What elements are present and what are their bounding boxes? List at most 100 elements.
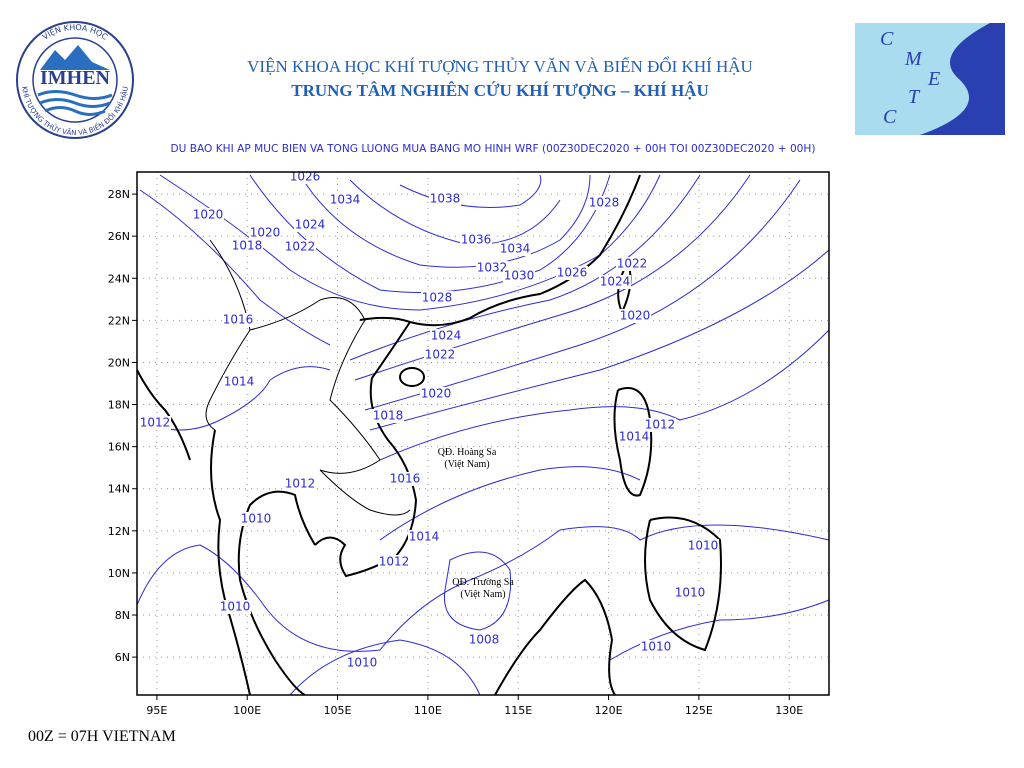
logo-shape [920, 23, 1005, 135]
header-line2: TRUNG TÂM NGHIÊN CỨU KHÍ TƯỢNG – KHÍ HẬU [291, 81, 708, 100]
contour-label: 1010 [220, 600, 251, 614]
contour-label: 1024 [600, 275, 631, 289]
contour-label: 1016 [390, 472, 421, 486]
contour-label: 1022 [617, 257, 648, 271]
contour-label-bg [556, 266, 588, 280]
isobar [159, 174, 661, 311]
contour-label-bg [240, 512, 272, 526]
contour-label-bg [599, 275, 631, 289]
coast-hainan [399, 367, 425, 387]
contour-label-bg [421, 291, 453, 305]
x-tick-label: 105E [324, 704, 352, 717]
coast-borneo [494, 578, 616, 696]
contour-label: 1034 [330, 193, 361, 207]
contour-label: 1032 [477, 261, 508, 275]
contour-label-bg [139, 416, 171, 430]
y-tick-label: 12N [108, 525, 130, 538]
contour-label-bg [424, 348, 456, 362]
logo-letter: C [883, 106, 897, 128]
contour-label-bg [476, 261, 508, 275]
contour-label: 1012 [645, 418, 676, 432]
contour-label-bg [219, 600, 251, 614]
x-tick-label: 125E [685, 704, 713, 717]
contour-label: 1014 [409, 530, 440, 544]
contour-label-bg [408, 530, 440, 544]
contour-label: 1014 [619, 430, 650, 444]
isobar [354, 174, 751, 381]
logo-letter: T [908, 86, 921, 108]
border [205, 239, 251, 431]
place-label: QĐ. Trường Sa [452, 577, 514, 588]
contour-label-bg [372, 409, 404, 423]
y-tick-label: 14N [108, 483, 130, 496]
contour-label-bg [249, 226, 281, 240]
contour-label: 1018 [232, 239, 263, 253]
contour-label-bg [284, 477, 316, 491]
coast-bay-bengal [136, 369, 191, 461]
contour-label-bg [499, 242, 531, 256]
isobar [349, 174, 701, 361]
x-tick-label: 130E [775, 704, 803, 717]
contour-label-bg [378, 555, 410, 569]
contour-label-bg [616, 257, 648, 271]
contour-label: 1010 [347, 656, 378, 670]
y-tick-label: 28N [108, 188, 130, 201]
contour-label-bg [588, 196, 620, 210]
contour-label-bg [687, 539, 719, 553]
contour-label-bg [389, 472, 421, 486]
isobar [136, 524, 830, 652]
logo-letter: C [880, 28, 894, 50]
contour-label: 1034 [500, 242, 531, 256]
y-tick-label: 18N [108, 399, 130, 412]
isobar [443, 551, 512, 631]
contour-label: 1020 [250, 226, 281, 240]
header-line1: VIỆN KHOA HỌC KHÍ TƯỢNG THỦY VĂN VÀ BIẾN… [247, 56, 753, 76]
y-tick-label: 10N [108, 567, 130, 580]
logo-letter: E [927, 68, 940, 90]
contour-label-bg [430, 329, 462, 343]
contour-label: 1016 [223, 313, 254, 327]
x-tick-label: 115E [504, 704, 532, 717]
x-tick-label: 120E [595, 704, 623, 717]
y-tick-label: 22N [108, 314, 130, 327]
contour-label: 1038 [430, 192, 461, 206]
contour-label: 1030 [504, 269, 535, 283]
coast-thailand-malaya [237, 490, 316, 696]
contour-label: 1024 [431, 329, 462, 343]
contour-label-bg [420, 387, 452, 401]
x-tick-label: 95E [146, 704, 167, 717]
contour-label-bg [674, 586, 706, 600]
contour-label: 1028 [589, 196, 620, 210]
border [319, 469, 411, 516]
coast-myanmar [210, 429, 251, 696]
contour-label: 1012 [285, 477, 316, 491]
contour-label-bg [619, 309, 651, 323]
isobar [379, 466, 641, 541]
map-bg [137, 172, 829, 695]
contour-label: 1010 [641, 640, 672, 654]
contour-label-bg [503, 269, 535, 283]
coast-mindanao [644, 516, 722, 652]
contour-label: 1036 [461, 233, 492, 247]
contour-label: 1008 [469, 633, 500, 647]
y-tick-label: 24N [108, 272, 130, 285]
coast-luzon [613, 387, 653, 497]
contour-label: 1020 [421, 387, 452, 401]
contour-label-bg [284, 240, 316, 254]
contour-label-bg [640, 640, 672, 654]
isobar [289, 639, 481, 696]
contour-label: 1010 [241, 512, 272, 526]
place-label: QĐ. Hoàng Sa [438, 447, 497, 458]
contour-label: 1028 [422, 291, 453, 305]
logo-name: IMHEN [40, 67, 111, 89]
isobar [139, 189, 331, 346]
contour-label: 1012 [140, 416, 171, 430]
y-tick-label: 16N [108, 441, 130, 454]
map-title: DU BAO KHI AP MUC BIEN VA TONG LUONG MUA… [171, 142, 816, 155]
contour-label-bg [294, 218, 326, 232]
isobar [379, 329, 830, 461]
x-tick-label: 100E [233, 704, 261, 717]
contour-label-bg [192, 208, 224, 222]
